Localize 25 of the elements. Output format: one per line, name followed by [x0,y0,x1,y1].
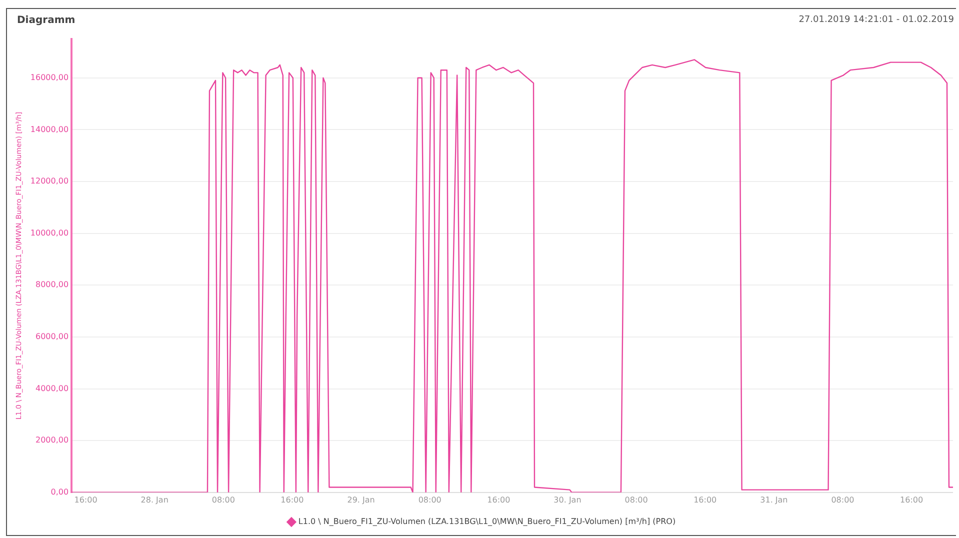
x-tick-label: 08:00 [418,495,442,504]
y-tick-label: 0,00 [50,487,69,496]
x-tick-label: 08:00 [624,495,648,504]
y-tick-label: 4000,00 [35,384,69,393]
y-tick-label: 12000,00 [30,176,69,186]
legend-label: L1.0 \ N_Buero_FI1_ZU-Volumen (LZA.131BG\L1_0\MW\N_Buero_FI1_ZU-Volumen) [m³/h] (PRO) [298,517,676,526]
chart-title: Diagramm [17,15,76,26]
x-tick-label: 30. Jan [554,495,582,504]
y-tick-label: 14000,00 [30,124,69,134]
y-tick-label: 8000,00 [35,280,69,290]
y-tick-label: 16000,00 [30,72,69,82]
x-tick-label: 16:00 [74,495,98,504]
x-tick-label: 28. Jan [140,495,168,504]
x-tick-label: 08:00 [212,495,235,504]
y-tick-label: 6000,00 [35,332,69,342]
x-tick-label: 08:00 [831,495,854,504]
x-tick-label: 16:00 [487,495,510,504]
x-tick-label: 16:00 [280,495,304,504]
x-tick-label: 16:00 [694,495,717,504]
y-tick-label: 10000,00 [30,228,69,238]
x-tick-label: 29. Jan [347,495,375,504]
chart-subtitle: 27.01.2019 14:21:01 - 01.02.2019 [798,15,954,25]
y-tick-label: 2000,00 [35,436,69,445]
x-tick-label: 31. Jan [760,495,788,504]
x-tick-label: 16:00 [900,495,924,504]
